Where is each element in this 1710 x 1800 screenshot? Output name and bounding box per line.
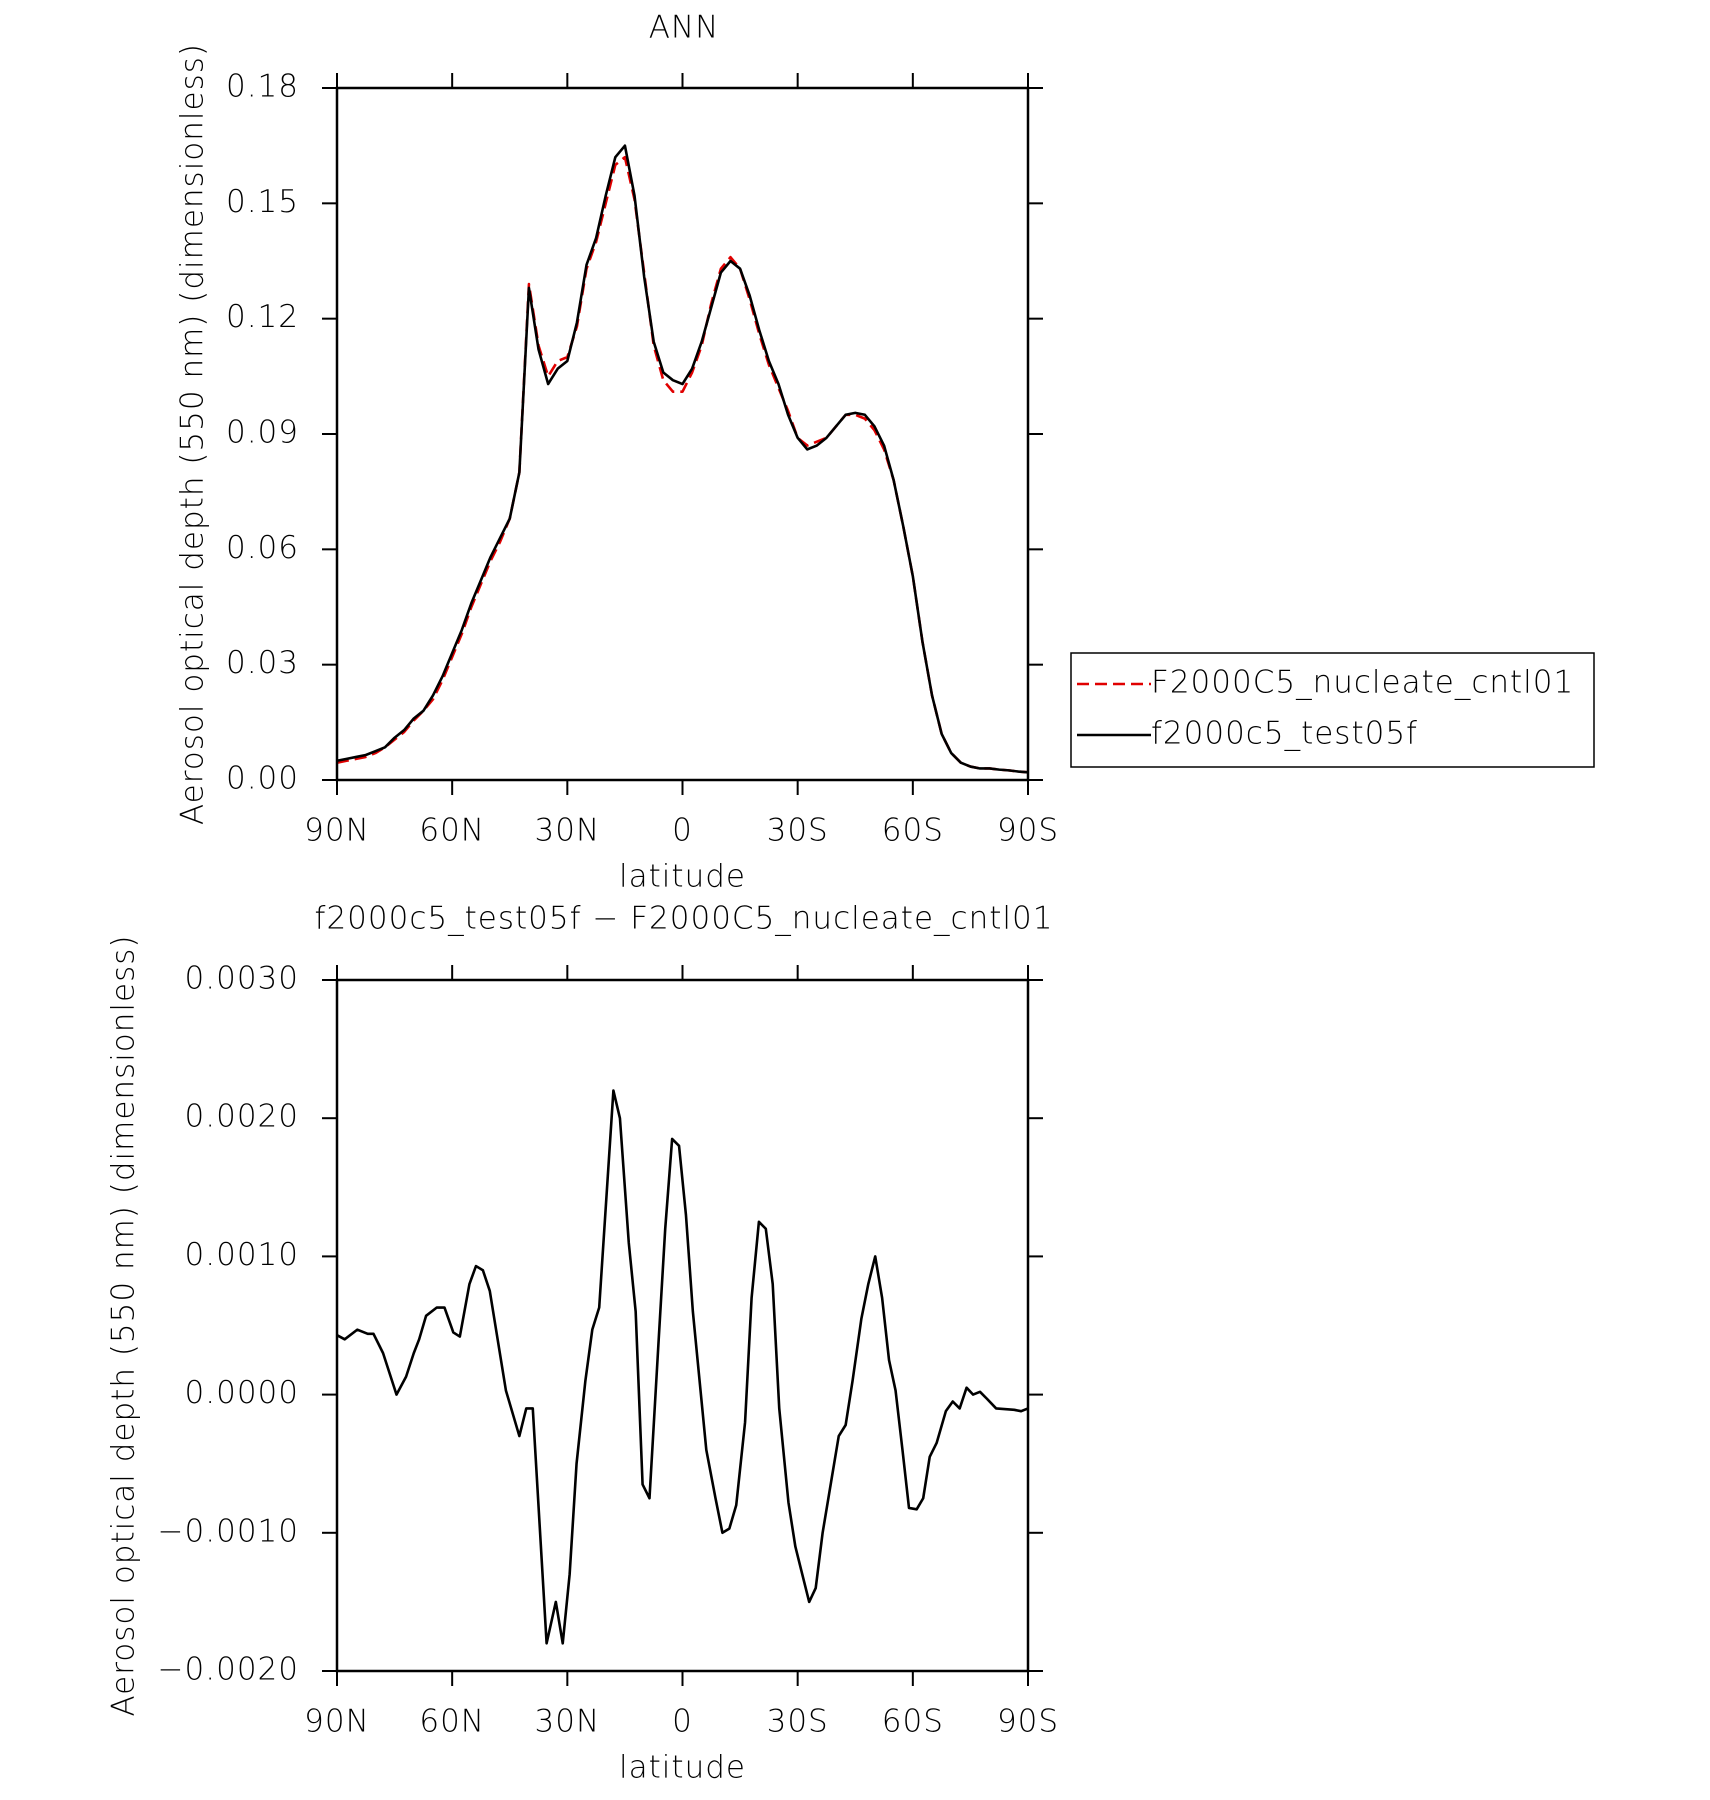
y-tick-label: 0.12	[226, 299, 299, 335]
x-tick-label: 90N	[304, 813, 370, 849]
y-tick-label: −0.0010	[158, 1513, 299, 1549]
y-tick-label: 0.0030	[185, 961, 299, 997]
x-tick-label: 0	[672, 1704, 693, 1740]
y-tick-label: −0.0020	[158, 1652, 299, 1688]
x-tick-label: 90S	[997, 1704, 1059, 1740]
y-tick-label: 0.0010	[185, 1237, 299, 1273]
data-line	[336, 144, 1029, 774]
x-tick-label: 60S	[882, 813, 944, 849]
x-tick-label: 30N	[535, 1704, 601, 1740]
y-tick-label: 0.0000	[185, 1375, 299, 1411]
x-tick-label: 30S	[767, 1704, 829, 1740]
y-axis-label: Aerosol optical depth (550 nm) (dimensio…	[106, 934, 142, 1716]
chart-title: ANN	[649, 10, 720, 46]
x-tick-label: 90S	[997, 813, 1059, 849]
y-tick-label: 0.18	[226, 69, 299, 105]
y-tick-label: 0.15	[226, 184, 299, 220]
legend-label: F2000C5_nucleate_cntl01	[1151, 665, 1574, 701]
y-tick-label: 0.0020	[185, 1099, 299, 1135]
plot-frame	[335, 86, 1030, 782]
y-tick-label: 0.09	[226, 415, 299, 451]
chart-title: f2000c5_test05f − F2000C5_nucleate_cntl0…	[315, 901, 1054, 937]
x-tick-label: 60S	[882, 1704, 944, 1740]
y-tick-label: 0.00	[226, 761, 299, 797]
data-line	[336, 155, 1029, 774]
x-tick-label: 0	[672, 813, 693, 849]
x-tick-label: 60N	[419, 1704, 485, 1740]
y-tick-label: 0.03	[226, 645, 299, 681]
data-line	[336, 1089, 1029, 1645]
y-axis-label: Aerosol optical depth (550 nm) (dimensio…	[175, 43, 211, 825]
legend-label: f2000c5_test05f	[1151, 716, 1418, 752]
x-tick-label: 30N	[535, 813, 601, 849]
x-axis-label: latitude	[619, 1750, 746, 1786]
legend-box	[1070, 652, 1595, 768]
x-tick-label: 30S	[767, 813, 829, 849]
y-tick-label: 0.06	[226, 530, 299, 566]
plot-frame	[335, 978, 1030, 1673]
x-axis-label: latitude	[619, 859, 746, 895]
x-tick-label: 90N	[304, 1704, 370, 1740]
x-tick-label: 60N	[419, 813, 485, 849]
